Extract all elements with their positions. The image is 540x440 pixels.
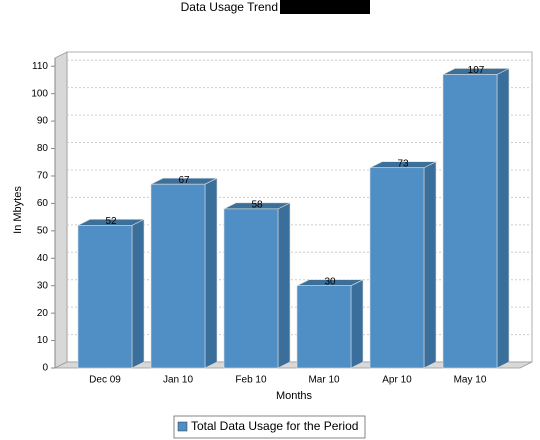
x-tick-label: Mar 10 — [308, 375, 340, 386]
y-tick-label: 70 — [37, 171, 49, 182]
legend — [173, 415, 366, 439]
redaction — [280, 0, 370, 14]
value-label: 30 — [324, 276, 336, 287]
bar-side — [496, 67, 510, 369]
bar-side — [423, 161, 437, 369]
y-tick-label: 0 — [42, 363, 48, 374]
x-axis-title: Months — [276, 390, 313, 402]
y-tick-label: 30 — [37, 280, 49, 291]
y-tick-label: 10 — [37, 335, 49, 346]
side-wall — [54, 51, 68, 369]
x-tick-label: Dec 09 — [89, 375, 121, 386]
x-tick-label: Jan 10 — [163, 375, 193, 386]
value-label: 67 — [178, 175, 190, 186]
bar — [369, 167, 425, 369]
bar-side — [204, 177, 218, 369]
y-axis-title: In Mbytes — [12, 186, 24, 234]
y-tick-label: 20 — [37, 308, 49, 319]
bar — [223, 208, 279, 369]
value-label: 73 — [397, 158, 409, 169]
value-label: 52 — [105, 216, 117, 227]
bar — [150, 183, 206, 369]
value-label: 107 — [468, 65, 485, 76]
y-tick-label: 100 — [31, 88, 48, 99]
bar-side — [277, 202, 291, 369]
value-label: 58 — [251, 200, 263, 211]
x-tick-label: Apr 10 — [382, 375, 412, 386]
bar — [442, 74, 498, 369]
y-tick-label: 50 — [37, 225, 49, 236]
y-tick-label: 90 — [37, 116, 49, 127]
bar-side — [131, 218, 145, 369]
chart-title: Data Usage Trend — [181, 0, 278, 14]
x-tick-label: Feb 10 — [235, 375, 267, 386]
y-tick-label: 60 — [37, 198, 49, 209]
x-tick-label: May 10 — [454, 375, 487, 386]
legend-swatch — [177, 421, 188, 432]
y-tick-label: 40 — [37, 253, 49, 264]
legend-label: Total Data Usage for the Period — [191, 419, 358, 433]
bar — [296, 285, 352, 369]
bar-side — [350, 279, 364, 369]
y-tick-label: 110 — [32, 61, 48, 72]
y-tick-label: 80 — [37, 143, 49, 154]
bar — [77, 225, 133, 369]
